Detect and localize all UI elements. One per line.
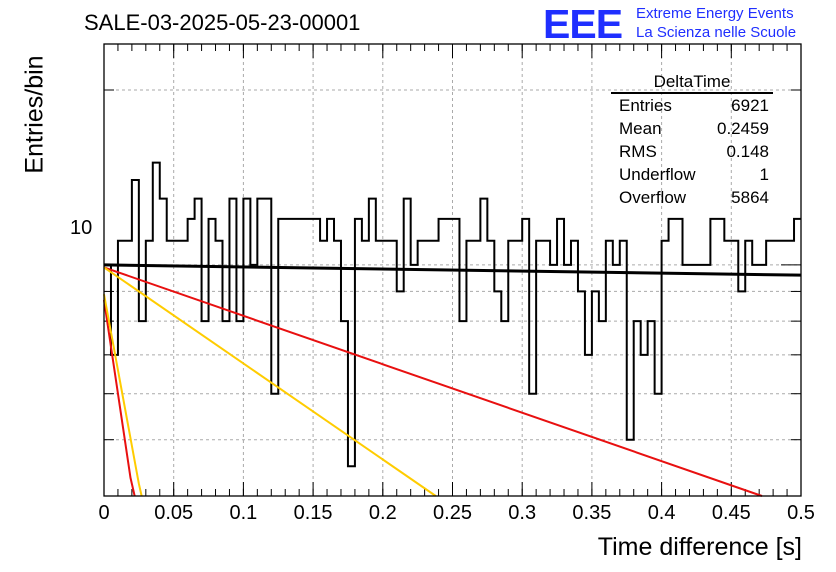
- stats-label: Mean: [619, 119, 662, 138]
- plot-title: SALE-03-2025-05-23-00001: [84, 10, 361, 35]
- stats-label: Entries: [619, 96, 672, 115]
- grid: [104, 44, 801, 496]
- stats-value: 6921: [731, 96, 769, 115]
- logo-line2: La Scienza nelle Scuole: [636, 24, 797, 41]
- fit-curve: [103, 266, 763, 497]
- stats-row-overflow: Overflow 5864: [611, 186, 773, 209]
- stats-value: 0.2459: [717, 119, 769, 138]
- histogram-series: [104, 161, 801, 468]
- stats-box: DeltaTime Entries 6921 Mean 0.2459 RMS 0…: [611, 72, 773, 209]
- stats-label: Underflow: [619, 165, 696, 184]
- stats-value: 0.148: [726, 142, 769, 161]
- stats-label: RMS: [619, 142, 657, 161]
- stats-row-underflow: Underflow 1: [611, 163, 773, 186]
- eee-logo: EEE: [543, 1, 623, 47]
- stats-value: 1: [759, 165, 769, 184]
- y-axis-label: Entries/bin: [20, 55, 49, 174]
- x-tick-label: 0.3: [508, 502, 537, 524]
- x-tick-label: 0.2: [368, 502, 397, 524]
- stats-row-rms: RMS 0.148: [611, 140, 773, 163]
- x-tick-label: 0.05: [154, 502, 194, 524]
- plot-frame: [103, 43, 802, 497]
- x-tick-label: 0.1: [229, 502, 258, 524]
- x-tick-label: 0.45: [711, 502, 751, 524]
- fit-curve: [103, 263, 802, 277]
- y-tick-label: 10: [70, 217, 93, 239]
- logo-line1: Extreme Energy Events: [636, 5, 794, 22]
- stats-value: 5864: [731, 188, 769, 207]
- x-axis-label: Time difference [s]: [597, 533, 802, 561]
- stats-row-mean: Mean 0.2459: [611, 117, 773, 140]
- x-tick-label: 0.4: [647, 502, 676, 524]
- x-tick-label: 0: [98, 502, 110, 524]
- x-tick-label: 0.5: [787, 502, 815, 524]
- histogram-line: [104, 161, 801, 468]
- x-tick-label: 0.15: [293, 502, 333, 524]
- x-tick-label: 0.35: [572, 502, 612, 524]
- stats-title: DeltaTime: [611, 72, 773, 94]
- fit-curve: [103, 299, 136, 497]
- fit-curves: [103, 263, 802, 497]
- fit-curve: [103, 294, 143, 497]
- stats-row-entries: Entries 6921: [611, 94, 773, 117]
- x-tick-label: 0.25: [433, 502, 472, 524]
- fit-curve: [103, 266, 437, 497]
- stats-label: Overflow: [619, 188, 687, 207]
